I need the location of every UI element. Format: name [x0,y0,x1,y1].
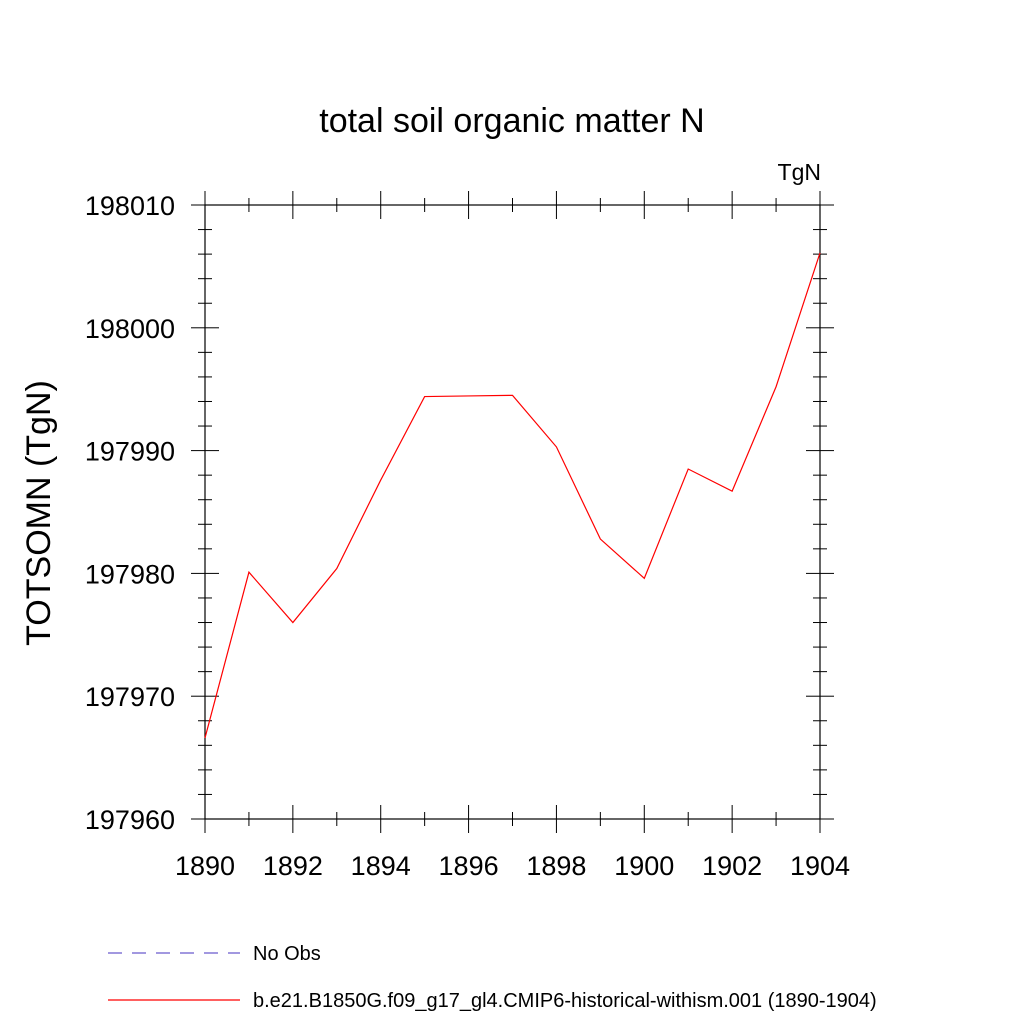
plot-border [204,204,821,820]
chart-title: total soil organic matter N [319,102,705,140]
x-axis-ticks: 1890 1892 1894 1896 1898 1900 1902 1904 [175,191,850,881]
y-axis-label: TOTSOMN (TgN) [20,380,58,646]
y-axis-ticks: 197960 197970 197980 197990 198000 198010 [85,191,834,835]
y-tick-label: 197960 [85,805,175,835]
x-tick-label: 1896 [439,851,499,881]
x-tick-label: 1890 [175,851,235,881]
y-tick-label: 197970 [85,682,175,712]
x-tick-label: 1894 [351,851,411,881]
x-tick-label: 1900 [614,851,674,881]
series-layer [204,252,821,739]
y-tick-label: 198000 [85,314,175,344]
y-tick-label: 197990 [85,437,175,467]
legend-label-0: No Obs [253,943,321,965]
legend-label-1: b.e21.B1850G.f09_g17_gl4.CMIP6-historica… [253,990,877,1012]
plot-frame [204,204,821,820]
series-line-1 [204,252,821,739]
x-tick-label: 1904 [790,851,850,881]
x-tick-label: 1892 [263,851,323,881]
x-tick-label: 1898 [526,851,586,881]
x-tick-label: 1902 [702,851,762,881]
units-label: TgN [778,159,821,185]
y-tick-label: 198010 [85,191,175,221]
legend: No Obs b.e21.B1850G.f09_g17_gl4.CMIP6-his… [108,943,877,1012]
y-tick-label: 197980 [85,559,175,589]
